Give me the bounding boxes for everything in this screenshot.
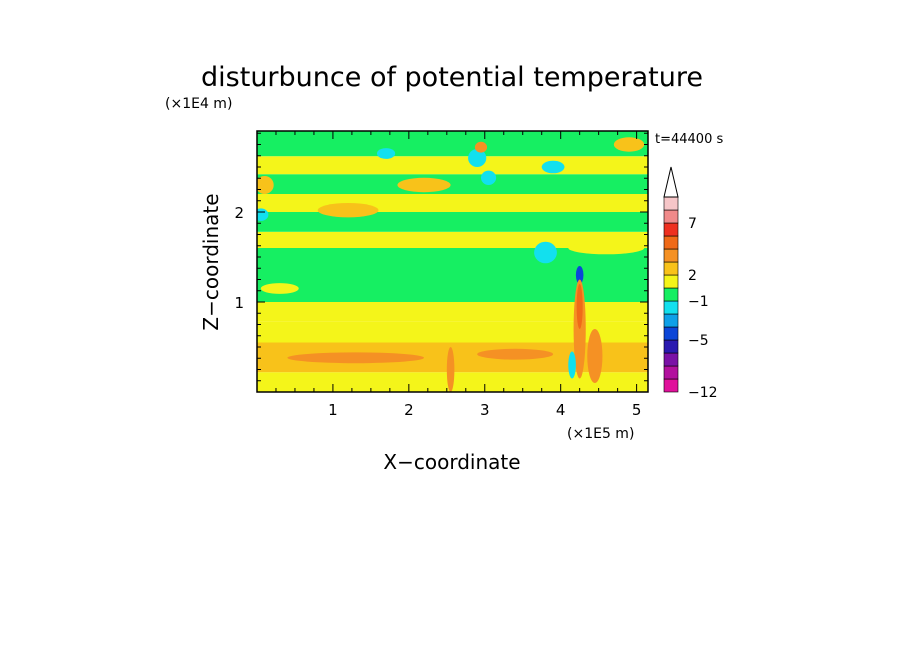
field-patch — [534, 241, 557, 264]
field-patch — [474, 141, 488, 153]
y-tick-labels: 12 — [234, 204, 244, 312]
colorbar-swatch — [663, 261, 679, 276]
field-band — [257, 302, 648, 322]
x-tick-label: 2 — [404, 401, 414, 419]
colorbar-label: 2 — [688, 268, 697, 284]
colorbar-swatch — [663, 378, 679, 393]
x-tick-label: 5 — [632, 401, 642, 419]
field-band — [257, 174, 648, 194]
field-patch — [576, 284, 583, 329]
field-patch — [568, 351, 576, 379]
plot-frame — [256, 130, 649, 393]
field-patch — [575, 196, 622, 210]
field-patch — [587, 329, 603, 383]
y-scale-label: (×1E4 m) — [165, 96, 232, 112]
colorbar-swatch — [663, 248, 679, 263]
colorbar-swatch — [663, 235, 679, 250]
colorbar-swatch — [663, 209, 679, 224]
field-patch — [260, 283, 299, 294]
contour-field — [257, 131, 648, 392]
colorbar-swatch — [663, 313, 679, 328]
colorbar-label: 7 — [688, 216, 697, 232]
field-band — [257, 212, 648, 232]
time-label: t=44400 s — [655, 132, 723, 147]
colorbar-swatch — [663, 339, 679, 354]
colorbar-swatch — [663, 365, 679, 380]
field-patch — [575, 266, 584, 284]
field-patch — [397, 177, 451, 193]
colorbar-swatch — [663, 300, 679, 315]
field-patch — [376, 148, 396, 159]
colorbar-extension-arrow — [663, 166, 679, 198]
colorbar-swatch — [663, 352, 679, 367]
y-axis-label: Z−coordinate — [199, 193, 223, 330]
field-patch — [541, 160, 565, 174]
field-patch — [568, 241, 645, 255]
colorbar-swatch — [663, 222, 679, 237]
field-band — [257, 270, 648, 302]
colorbar-labels: −12−5−127 — [688, 216, 718, 401]
colorbar-swatch — [663, 287, 679, 302]
x-axis-label: X−coordinate — [383, 450, 520, 474]
x-scale-label: (×1E5 m) — [567, 426, 634, 442]
field-band — [257, 131, 648, 157]
field-patch — [257, 208, 269, 221]
colorbar-swatch — [663, 274, 679, 289]
field-patch — [317, 203, 379, 218]
colorbar-swatch — [663, 196, 679, 211]
colorbar-label: −1 — [688, 294, 709, 310]
x-tick-label: 3 — [480, 401, 490, 419]
colorbar — [663, 166, 679, 393]
field-patch — [446, 347, 455, 392]
colorbar-label: −5 — [688, 333, 709, 349]
x-tick-labels: 1 2 3 4 5 — [328, 401, 641, 419]
x-tick-label: 4 — [556, 401, 566, 419]
field-patch — [480, 170, 497, 185]
field-patch — [468, 149, 487, 167]
axis-ticks — [257, 131, 648, 392]
x-tick-label: 1 — [328, 401, 338, 419]
colorbar-swatch — [663, 326, 679, 341]
field-patch — [613, 137, 645, 152]
y-tick-label: 2 — [234, 204, 244, 222]
field-patch — [257, 176, 274, 194]
field-patch — [477, 348, 554, 360]
field-patch — [287, 352, 425, 364]
chart-title: disturbunce of potential temperature — [201, 62, 703, 93]
field-band — [257, 156, 648, 175]
field-band — [257, 321, 648, 343]
y-tick-label: 1 — [234, 294, 244, 312]
colorbar-label: −12 — [688, 385, 718, 401]
